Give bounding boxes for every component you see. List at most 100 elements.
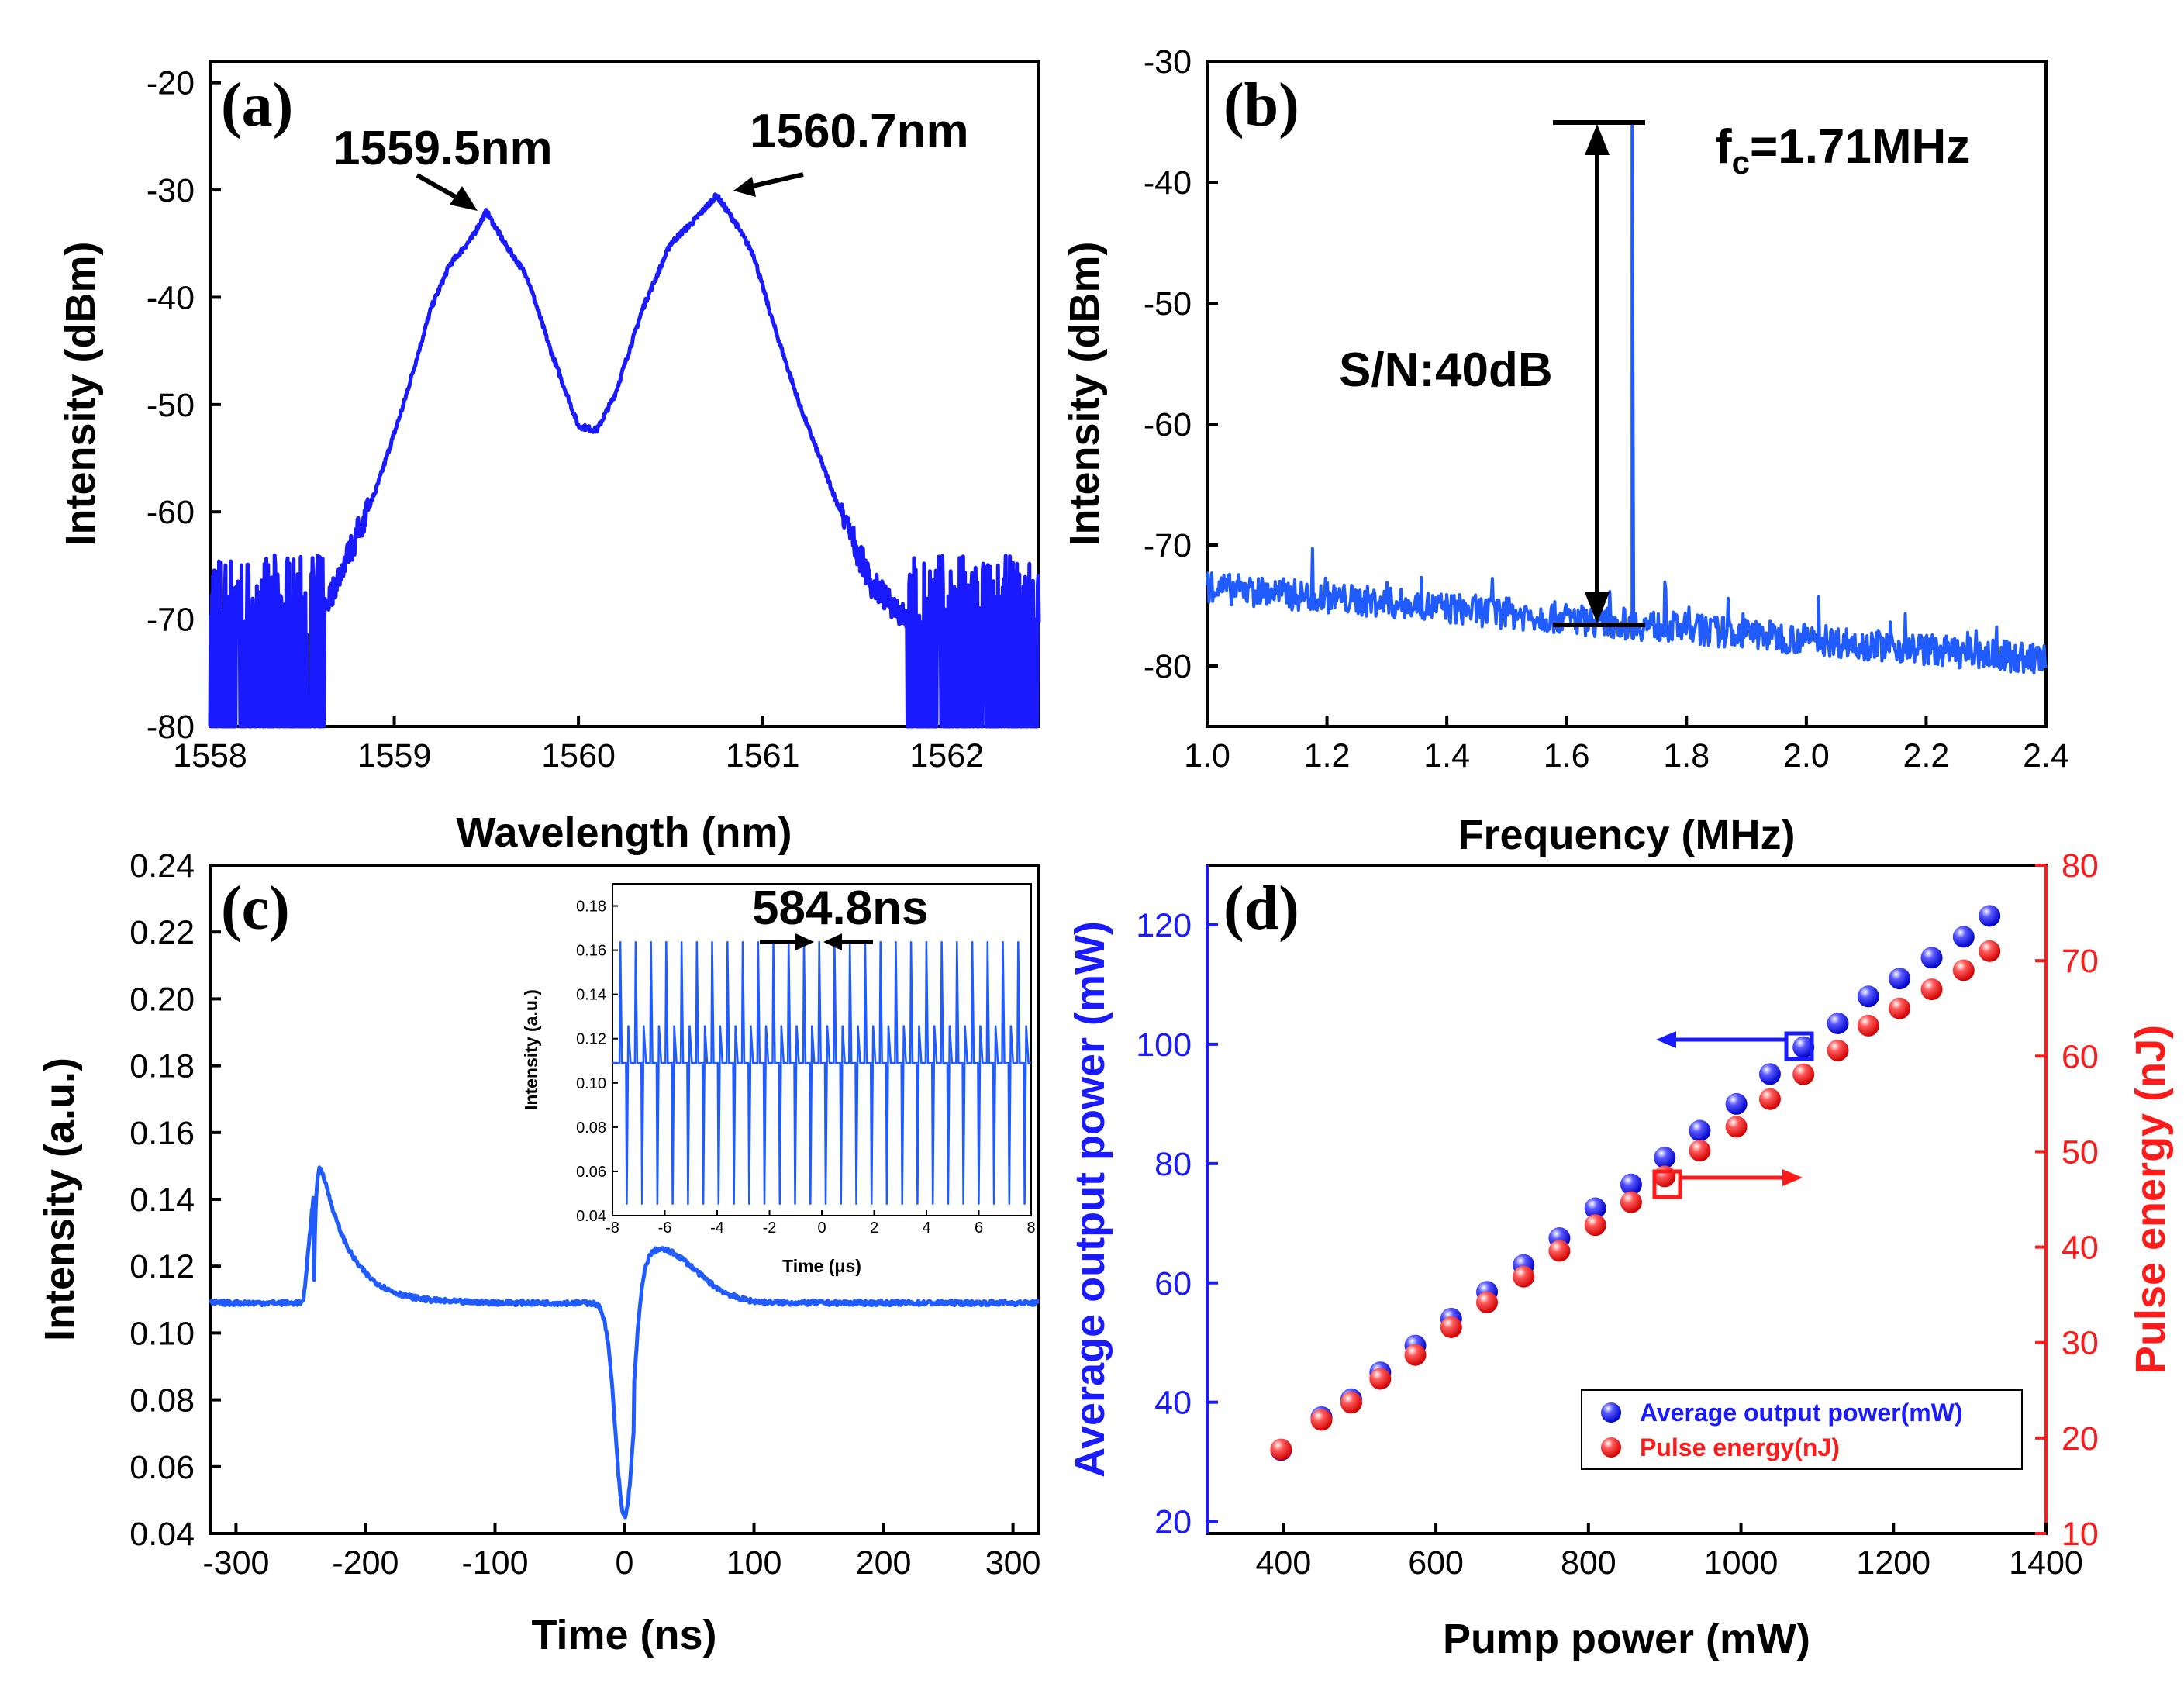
panel-b-ytick-label: -60 — [1144, 406, 1192, 443]
pulse-energy-point — [1476, 1292, 1498, 1313]
panel-d-blue-arrowhead — [1656, 1031, 1676, 1048]
panel-b-fc-annotation: fc=1.71MHz — [1716, 120, 1970, 181]
panel-c-inset-xtick-label: -2 — [763, 1220, 777, 1237]
panel-c-inset-arrowhead-right — [795, 933, 814, 950]
panel-c-inset-period-annotation: 584.8ns — [752, 881, 929, 935]
pulse-energy-point — [1725, 1116, 1748, 1138]
average-output-power-point — [1584, 1197, 1606, 1220]
panel-d-xtick-label: 600 — [1408, 1544, 1464, 1582]
panel-c-xtick-label: 100 — [726, 1544, 782, 1582]
panel-c-xtick-label: -100 — [461, 1544, 528, 1582]
panel-b-xtick-label: 2.2 — [1903, 737, 1950, 775]
panel-c-xtick-label: 300 — [985, 1544, 1041, 1582]
panel-d-ytick-label: 120 — [1136, 907, 1192, 944]
average-output-power-point — [1827, 1013, 1849, 1034]
average-output-power-point — [1689, 1119, 1711, 1142]
pulse-energy-point — [1979, 940, 2001, 962]
panel-a-xlabel: Wavelength (nm) — [456, 809, 792, 856]
panel-a-label: (a) — [221, 71, 293, 140]
panel-c-inset-ytick-label: 0.06 — [576, 1164, 606, 1181]
panel-c-inset-arrowhead-left — [823, 933, 842, 950]
panel-a-arrowhead-left — [450, 186, 478, 211]
pulse-energy-point — [1689, 1140, 1711, 1162]
average-output-power-point — [1725, 1092, 1748, 1115]
panel-b-xtick-label: 1.2 — [1304, 737, 1351, 775]
panel-c-inset-xlabel: Time (μs) — [782, 1256, 861, 1276]
panel-c-ytick-label: 0.18 — [129, 1048, 195, 1085]
panel-c: -300 -200 -100 0 100 200 300 0.04 0.06 0.08 0.10 0.… — [36, 847, 1040, 1658]
panel-c-xlabel: Time (ns) — [531, 1612, 716, 1658]
pulse-energy-point — [1889, 997, 1911, 1019]
panel-a-ytick-label: -60 — [147, 494, 195, 531]
panel-a-ytick-label: -70 — [147, 602, 195, 639]
panel-c-xtick-label: 200 — [856, 1544, 912, 1582]
panel-c-pulse-line — [208, 1165, 1040, 1520]
panel-d-xlabel: Pump power (mW) — [1443, 1616, 1810, 1662]
panel-c-inset-xtick-label: -6 — [658, 1220, 672, 1237]
panel-c-inset-ytick-label: 0.08 — [576, 1119, 606, 1137]
legend-marker-pulse-energy — [1601, 1437, 1621, 1458]
panel-a-xtick-label: 1561 — [726, 737, 800, 775]
legend-label-average-output-power: Average output power(mW) — [1640, 1399, 1963, 1427]
panel-a: 1558 1559 1560 1561 1562 -80 -70 -60 -50 -40 -30 -2… — [57, 60, 1041, 856]
panel-a-ytick-label: -80 — [147, 709, 195, 746]
panel-c-label: (c) — [221, 875, 290, 943]
panel-c-inset: -8 -6 -4 -2 0 2 4 6 8 0.04 0.06 0.08 0.10 0.12 0.14 0.1… — [521, 876, 1036, 1276]
panel-d-ytick-label: 100 — [1136, 1026, 1192, 1064]
panel-a-ytick-label: -40 — [147, 279, 195, 316]
panel-d-red-marker-box — [1652, 1169, 1682, 1199]
panel-c-inset-xtick-label: 6 — [975, 1220, 983, 1237]
panel-b-xlabel: Frequency (MHz) — [1458, 812, 1795, 858]
panel-c-inset-ylabel: Intensity (a.u.) — [521, 989, 541, 1110]
panel-d-xtick-label: 1200 — [1856, 1544, 1930, 1582]
panel-d-ytick-label: 40 — [1154, 1385, 1192, 1422]
panel-c-inset-pulse-train — [612, 941, 1031, 1205]
panel-b-label: (b) — [1223, 71, 1299, 140]
legend-label-pulse-energy: Pulse energy(nJ) — [1640, 1433, 1840, 1461]
pulse-energy-point — [1584, 1214, 1606, 1237]
panel-b-arrowhead-down — [1585, 592, 1610, 623]
panel-a-annotation-1560-7: 1560.7nm — [750, 105, 969, 158]
panel-b-xtick-label: 2.4 — [2023, 737, 2069, 775]
panel-c-inset-ytick-label: 0.12 — [576, 1031, 606, 1048]
panel-c-xtick-label: -200 — [332, 1544, 399, 1582]
panel-d-ylabel-right: Pulse energy (nJ) — [2127, 1025, 2174, 1374]
panel-c-inset-ytick-label: 0.14 — [576, 987, 606, 1004]
panel-d-ylabel-left: Average output power (mW) — [1067, 921, 1113, 1478]
pulse-energy-point — [1340, 1392, 1362, 1414]
panel-a-xtick-label: 1560 — [541, 737, 616, 775]
panel-b-xtick-label: 1.0 — [1184, 737, 1230, 775]
pulse-energy-point — [1827, 1039, 1849, 1061]
panel-b-xtick-label: 1.6 — [1544, 737, 1590, 775]
panel-c-inset-xtick-label: -4 — [710, 1220, 724, 1237]
panel-c-ytick-label: 0.14 — [129, 1182, 195, 1219]
panel-d-ytick-right-label: 40 — [2062, 1230, 2099, 1267]
average-output-power-point — [1857, 985, 1879, 1008]
panel-a-xtick-label: 1559 — [357, 737, 432, 775]
panel-d-xtick-label: 1400 — [2009, 1544, 2083, 1582]
panel-c-inset-xtick-label: 0 — [817, 1220, 826, 1237]
panel-c-ytick-label: 0.08 — [129, 1382, 195, 1420]
average-output-power-point — [1620, 1173, 1642, 1195]
panel-d-ytick-right-label: 20 — [2062, 1420, 2099, 1458]
panel-c-inset-xtick-label: 2 — [870, 1220, 878, 1237]
panel-b-xtick-label: 1.4 — [1423, 737, 1470, 775]
average-output-power-point — [1792, 1036, 1815, 1058]
panel-c-ytick-label: 0.24 — [129, 847, 195, 885]
panel-d-ytick-right-label: 80 — [2062, 847, 2099, 885]
panel-c-inset-ytick-label: 0.18 — [576, 899, 606, 916]
panel-c-ytick-label: 0.04 — [129, 1516, 195, 1553]
legend-marker-average-output-power — [1601, 1402, 1621, 1423]
panel-c-inset-ytick-label: 0.10 — [576, 1075, 606, 1092]
average-output-power-point — [1979, 905, 2001, 927]
pulse-energy-point — [1513, 1265, 1535, 1288]
panel-b-ytick-label: -30 — [1144, 43, 1192, 81]
panel-b-ylabel: Intensity (dBm) — [1061, 241, 1108, 546]
panel-d-ytick-right-label: 50 — [2062, 1133, 2099, 1171]
panel-b: 1.0 1.2 1.4 1.6 1.8 2.0 2.2 2.4 -80 -70 -60 -50 -40 -… — [1061, 43, 2069, 858]
panel-a-ytick-label: -30 — [147, 172, 195, 209]
panel-a-xtick-label: 1562 — [909, 737, 984, 775]
panel-b-fc-value: =1.71MHz — [1750, 120, 1970, 174]
panel-b-fc-sub: c — [1732, 144, 1750, 181]
panel-d: 400 600 800 1000 1200 1400 20 40 60 80 100 120 10 20 3… — [1067, 847, 2174, 1662]
